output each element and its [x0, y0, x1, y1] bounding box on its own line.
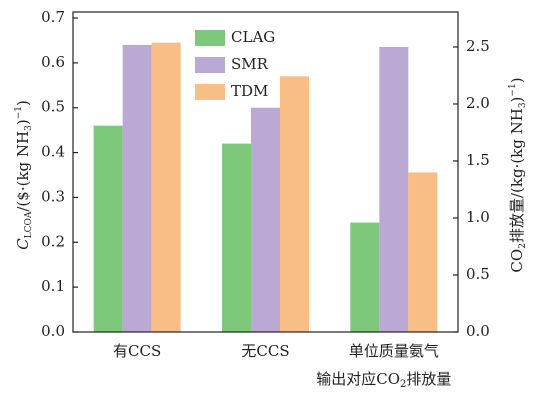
x-tick-label: 无CCS: [241, 342, 289, 360]
y2-label-part: 排放量/(kg·(kg NH: [508, 108, 526, 243]
y2-tick-label: 2.5: [466, 37, 490, 55]
x-tick-label-part: 2: [400, 379, 406, 390]
legend-swatch: [195, 84, 225, 100]
x-tick-label-part: 输出对应CO: [316, 370, 400, 388]
bar: [151, 42, 181, 333]
plot-frame: [72, 11, 459, 333]
bar: [280, 76, 309, 332]
x-tick-label: 输出对应CO2排放量: [316, 370, 451, 390]
y-tick-label: 0.4: [41, 143, 65, 161]
bar: [251, 107, 280, 332]
bar: [379, 46, 409, 333]
bar: [122, 44, 152, 333]
y2-label-part: 2: [518, 243, 528, 249]
y2-label-part: 3: [518, 102, 528, 108]
y2-tick-label: 1.0: [466, 208, 490, 226]
legend-label: SMR: [231, 55, 269, 73]
y-label-part: 3: [24, 125, 34, 131]
legend-swatch: [195, 30, 225, 46]
y-tick-label: 0.6: [41, 53, 65, 71]
y-tick-label: 0.0: [41, 322, 65, 340]
y2-tick-label: 0.5: [466, 265, 490, 283]
legend-swatch: [195, 57, 225, 73]
bar: [93, 125, 123, 333]
y2-tick-label: 0.0: [466, 322, 490, 340]
y2-label-part: −1: [508, 83, 518, 96]
y-label-part: −1: [14, 106, 24, 119]
y2-tick-label: 1.5: [466, 151, 490, 169]
y-label-part: /($·(kg NH: [14, 131, 32, 212]
y2-tick-label: 2.0: [466, 94, 490, 112]
y2-label-part: CO: [508, 249, 526, 273]
y-tick-label: 0.7: [41, 8, 65, 26]
y-tick-label: 0.5: [41, 98, 65, 116]
x-tick-label: 单位质量氨气: [349, 342, 439, 360]
y-tick-label: 0.3: [41, 187, 65, 205]
y-label-part: LCOA: [24, 211, 34, 238]
x-tick-label-part: 排放量: [406, 370, 451, 388]
bar: [408, 172, 438, 332]
bar: [350, 222, 380, 332]
y-label-part: C: [14, 238, 32, 250]
y-tick-label: 0.1: [41, 277, 65, 295]
legend-label: CLAG: [231, 28, 275, 46]
y-label-part: ): [14, 100, 32, 106]
y2-label-part: ): [508, 77, 526, 83]
y-tick-label: 0.2: [41, 232, 65, 250]
y2-label-part: ): [508, 97, 526, 103]
y-label-part: ): [14, 119, 32, 125]
legend-label: TDM: [231, 82, 268, 100]
bar: [222, 143, 251, 332]
y2-axis-label: CO2排放量/(kg·(kg NH3)−1): [508, 77, 528, 272]
x-tick-label: 有CCS: [113, 342, 161, 360]
y-axis-label: CLCOA/($·(kg NH3)−1): [14, 100, 34, 250]
